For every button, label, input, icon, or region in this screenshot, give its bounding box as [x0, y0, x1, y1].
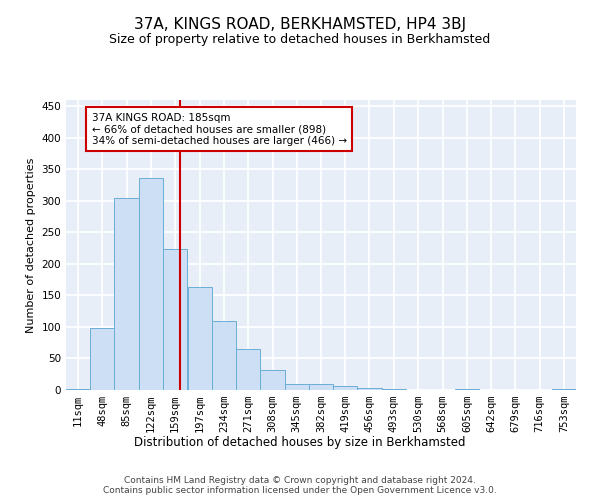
Bar: [260, 370, 284, 390]
Text: Distribution of detached houses by size in Berkhamsted: Distribution of detached houses by size …: [134, 436, 466, 449]
Bar: [236, 349, 260, 390]
Bar: [163, 249, 187, 390]
Text: 37A KINGS ROAD: 185sqm
← 66% of detached houses are smaller (898)
34% of semi-de: 37A KINGS ROAD: 185sqm ← 66% of detached…: [92, 112, 347, 146]
Text: Size of property relative to detached houses in Berkhamsted: Size of property relative to detached ho…: [109, 32, 491, 46]
Bar: [212, 322, 236, 390]
Bar: [333, 386, 358, 390]
Bar: [115, 198, 139, 390]
Bar: [139, 178, 163, 390]
Text: Contains HM Land Registry data © Crown copyright and database right 2024.
Contai: Contains HM Land Registry data © Crown c…: [103, 476, 497, 495]
Bar: [309, 384, 333, 390]
Bar: [358, 388, 382, 390]
Bar: [90, 328, 115, 390]
Bar: [188, 287, 212, 390]
Bar: [284, 384, 309, 390]
Y-axis label: Number of detached properties: Number of detached properties: [26, 158, 36, 332]
Bar: [455, 388, 479, 390]
Bar: [66, 388, 90, 390]
Bar: [382, 388, 406, 390]
Text: 37A, KINGS ROAD, BERKHAMSTED, HP4 3BJ: 37A, KINGS ROAD, BERKHAMSTED, HP4 3BJ: [134, 18, 466, 32]
